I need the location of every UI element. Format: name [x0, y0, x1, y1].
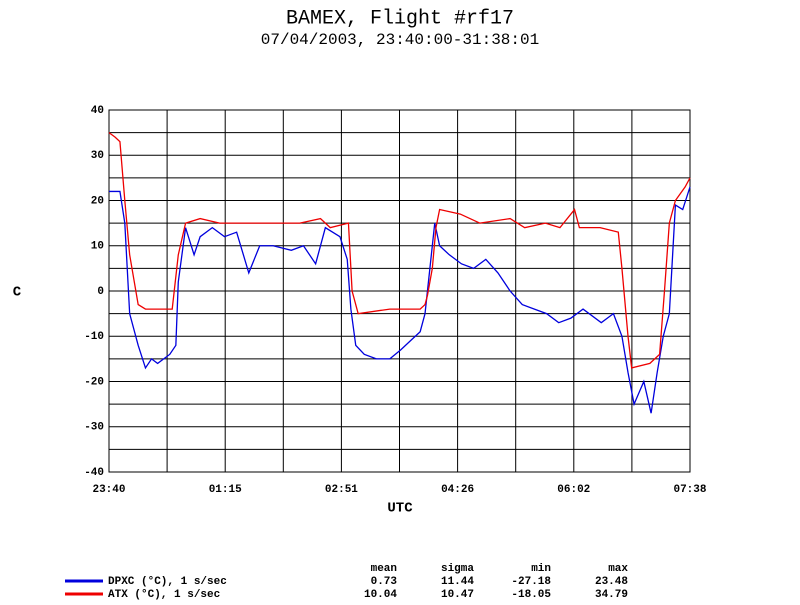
stats-value: 11.44	[441, 576, 474, 588]
y-tick-label: 40	[91, 105, 104, 117]
y-tick-label: -40	[84, 467, 104, 479]
stats-value: -18.05	[511, 589, 551, 601]
y-axis-label: C	[13, 285, 22, 301]
data-line	[109, 186, 691, 414]
stats-header: min	[531, 563, 551, 575]
chart-subtitle: 07/04/2003, 23:40:00-31:38:01	[261, 31, 539, 49]
chart-title: BAMEX, Flight #rf17	[286, 7, 514, 30]
x-tick-label: 02:51	[325, 484, 358, 496]
stats-header: mean	[371, 563, 397, 575]
data-line	[108, 132, 691, 369]
y-tick-label: 30	[91, 150, 104, 162]
stats-value: 10.04	[364, 589, 397, 601]
stats-header: sigma	[441, 563, 474, 575]
y-tick-label: 0	[97, 286, 104, 298]
legend-label: DPXC (°C), 1 s/sec	[108, 576, 227, 588]
x-tick-label: 06:02	[557, 484, 590, 496]
stats-value: -27.18	[511, 576, 551, 588]
legend-label: ATX (°C), 1 s/sec	[108, 589, 220, 601]
stats-value: 34.79	[595, 589, 628, 601]
x-tick-label: 23:40	[92, 484, 125, 496]
y-tick-label: -10	[84, 331, 104, 343]
y-tick-label: -20	[84, 376, 104, 388]
x-tick-label: 07:38	[673, 484, 706, 496]
x-tick-label: 01:15	[209, 484, 242, 496]
stats-value: 0.73	[371, 576, 398, 588]
y-tick-label: -30	[84, 422, 104, 434]
y-tick-label: 20	[91, 195, 104, 207]
stats-value: 23.48	[595, 576, 628, 588]
x-tick-label: 04:26	[441, 484, 474, 496]
stats-header: max	[608, 563, 628, 575]
y-tick-label: 10	[91, 241, 104, 253]
x-axis-label: UTC	[387, 501, 413, 517]
stats-value: 10.47	[441, 589, 474, 601]
